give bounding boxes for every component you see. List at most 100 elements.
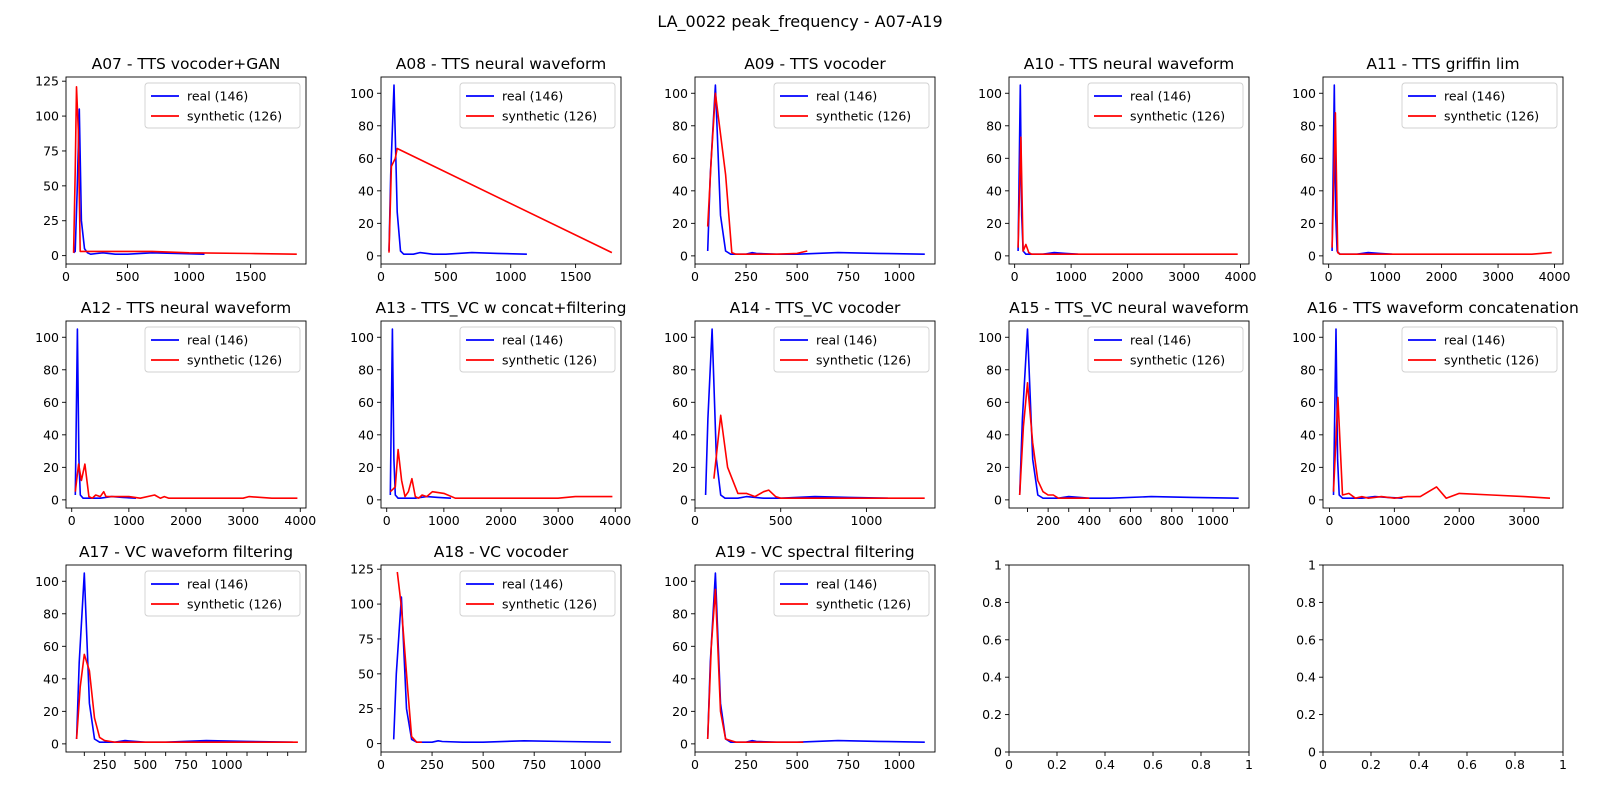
x-tick-label: 3000 <box>1508 513 1540 528</box>
legend-label: synthetic (126) <box>187 597 282 612</box>
x-tick-label: 1500 <box>235 269 267 284</box>
y-tick-label: 80 <box>43 606 59 621</box>
x-tick-label: 0.8 <box>1191 757 1211 772</box>
y-tick-label: 25 <box>43 213 59 228</box>
legend-label: synthetic (126) <box>816 109 911 124</box>
y-tick-label: 125 <box>350 562 374 577</box>
legend-box <box>459 570 616 617</box>
x-tick-label: 1000 <box>428 513 460 528</box>
legend-label: synthetic (126) <box>816 597 911 612</box>
y-tick-label: 0.8 <box>982 595 1002 610</box>
x-tick-label: 0.8 <box>1505 757 1525 772</box>
legend: real (146) synthetic (126) <box>459 326 616 373</box>
legend: real (146) synthetic (126) <box>773 326 930 373</box>
subplot-8: 0 500 1000 0 20 40 60 80 100 A14 - TTS_VC vocoder… <box>664 299 936 528</box>
legend-label: real (146) <box>816 89 877 104</box>
real-series-line <box>1331 84 1393 255</box>
x-tick-label: 0.6 <box>1143 757 1163 772</box>
x-tick-label: 1000 <box>495 269 527 284</box>
x-tick-label: 0 <box>68 513 76 528</box>
x-tick-label: 250 <box>420 757 444 772</box>
legend-label: real (146) <box>502 89 563 104</box>
legend: real (146) synthetic (126) <box>773 82 930 129</box>
legend-box <box>773 570 930 617</box>
y-tick-label: 60 <box>672 151 688 166</box>
y-tick-label: 60 <box>43 639 59 654</box>
x-tick-label: 1000 <box>1369 269 1401 284</box>
y-tick-label: 0.2 <box>982 707 1002 722</box>
x-tick-label: 250 <box>734 269 758 284</box>
legend-label: synthetic (126) <box>187 109 282 124</box>
x-tick-label: 800 <box>1160 513 1184 528</box>
x-tick-label: 0.2 <box>1047 757 1067 772</box>
y-tick-label: 0 <box>51 492 59 507</box>
x-tick-label: 1 <box>1245 757 1253 772</box>
legend-label: real (146) <box>1444 333 1505 348</box>
legend-label: real (146) <box>187 89 248 104</box>
legend-label: synthetic (126) <box>1130 109 1225 124</box>
legend-box <box>1087 82 1244 129</box>
axes-frame <box>694 564 936 753</box>
subplot-1: 0 500 1000 1500 0 25 50 75 100 125 A07 - TTS vocod… <box>35 55 307 284</box>
x-tick-label: 2000 <box>1426 269 1458 284</box>
y-tick-label: 0.4 <box>1296 670 1316 685</box>
y-tick-label: 40 <box>1300 183 1316 198</box>
y-tick-label: 0 <box>994 248 1002 263</box>
axes-frame <box>1322 564 1564 753</box>
x-tick-label: 750 <box>174 757 198 772</box>
x-tick-label: 0 <box>691 269 699 284</box>
legend: real (146) synthetic (126) <box>1087 326 1244 373</box>
legend-label: real (146) <box>187 577 248 592</box>
y-tick-label: 1 <box>994 558 1002 573</box>
y-tick-label: 80 <box>1300 118 1316 133</box>
y-tick-label: 0 <box>51 736 59 751</box>
legend-label: real (146) <box>502 577 563 592</box>
subplot-title: A17 - VC waveform filtering <box>79 543 293 561</box>
x-tick-label: 1000 <box>883 757 915 772</box>
y-tick-label: 40 <box>986 427 1002 442</box>
x-tick-label: 1000 <box>883 269 915 284</box>
legend-label: real (146) <box>1130 333 1191 348</box>
y-tick-label: 60 <box>986 151 1002 166</box>
y-tick-label: 0 <box>680 492 688 507</box>
synthetic-series-line <box>1017 136 1238 255</box>
y-tick-label: 0 <box>366 492 374 507</box>
legend: real (146) synthetic (126) <box>144 326 301 373</box>
x-tick-label: 1000 <box>1378 513 1410 528</box>
y-tick-label: 20 <box>1300 460 1316 475</box>
y-tick-label: 0 <box>680 736 688 751</box>
y-tick-label: 100 <box>35 330 59 345</box>
y-tick-label: 80 <box>986 362 1002 377</box>
real-series-line <box>1017 84 1079 255</box>
x-tick-label: 3000 <box>542 513 574 528</box>
y-tick-label: 80 <box>358 362 374 377</box>
subplot-6: 0 1000 2000 3000 4000 0 20 40 60 80 100 A12 - TTS n… <box>35 299 316 528</box>
y-tick-label: 20 <box>358 216 374 231</box>
x-tick-label: 0 <box>377 269 385 284</box>
x-tick-label: 1000 <box>1197 513 1229 528</box>
legend-label: real (146) <box>1130 89 1191 104</box>
x-tick-label: 0 <box>383 513 391 528</box>
y-tick-label: 20 <box>1300 216 1316 231</box>
axes-frame <box>380 564 622 753</box>
y-tick-label: 40 <box>672 183 688 198</box>
synthetic-series-line <box>75 653 298 744</box>
y-tick-label: 0.6 <box>982 632 1002 647</box>
legend-label: synthetic (126) <box>502 597 597 612</box>
y-tick-label: 100 <box>35 109 59 124</box>
x-tick-label: 250 <box>734 757 758 772</box>
x-tick-label: 1 <box>1559 757 1567 772</box>
subplot-3: 0 250 500 750 1000 0 20 40 60 80 100 A09 - TTS voco… <box>664 55 936 284</box>
x-tick-label: 4000 <box>599 513 631 528</box>
x-tick-label: 500 <box>116 269 140 284</box>
y-tick-label: 25 <box>358 701 374 716</box>
synthetic-series-line <box>74 463 298 500</box>
legend-box <box>459 82 616 129</box>
subplot-title: A11 - TTS griffin lim <box>1366 55 1519 73</box>
y-tick-label: 100 <box>978 86 1002 101</box>
x-tick-label: 1000 <box>211 757 243 772</box>
y-tick-label: 40 <box>43 427 59 442</box>
synthetic-series-line <box>706 92 808 255</box>
y-tick-label: 20 <box>986 216 1002 231</box>
